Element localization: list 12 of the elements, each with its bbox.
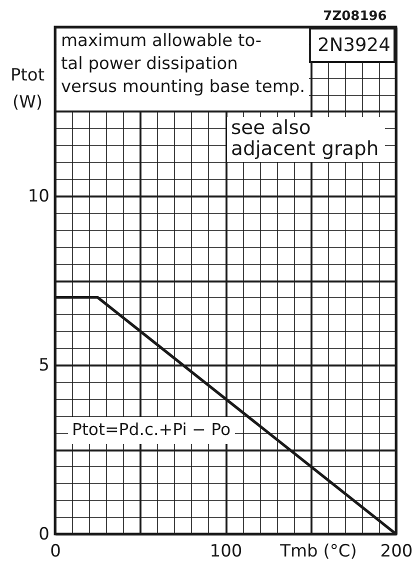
- annotation: see also adjacent graph: [231, 116, 379, 160]
- text: maximum allowable to- tal power dissipation versus mounting base temp.: [61, 31, 306, 97]
- x-tick-label: 100: [210, 542, 242, 562]
- annotation: Ptot=Pd.c.+Pi − Po: [72, 420, 231, 439]
- text: 7Z08196: [323, 9, 387, 24]
- annotation: 2N3924: [318, 35, 390, 56]
- y-tick-label: 0: [38, 524, 50, 544]
- x-tick-label: 200: [380, 542, 413, 562]
- y-tick-label: 5: [38, 356, 50, 376]
- y-tick-label: 10: [28, 186, 50, 206]
- x-axis-title: Tmb (°C): [279, 542, 357, 562]
- y-axis-title: Ptot (W): [10, 66, 45, 112]
